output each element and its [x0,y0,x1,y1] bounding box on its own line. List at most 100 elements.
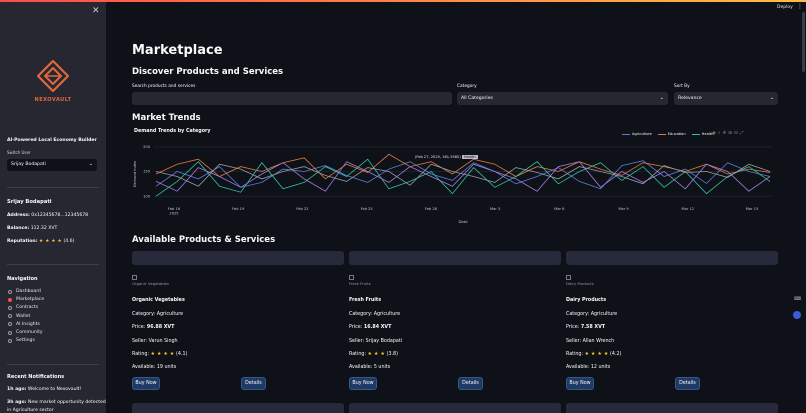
nav-item-contracts[interactable]: Contracts [8,305,38,310]
product-card-header [349,403,561,413]
product-price: Price: 16.84 XVT [349,325,392,330]
trends-title: Market Trends [132,113,201,123]
legend-swatch [691,133,700,135]
product-seller: Seller: Varun Singh [132,339,178,344]
product-card-header [349,251,561,265]
chart-legend[interactable]: Agriculture Education Health [622,132,713,136]
legend-swatch [622,133,630,135]
discover-title: Discover Products and Services [132,67,284,77]
product-image: Fresh Fruits [349,274,371,286]
x-tick-label: Feb 22 [296,207,308,211]
nav-item-label: AI Insights [16,321,40,327]
product-card-header [132,403,344,413]
legend-entry-education[interactable]: Education [657,132,686,136]
switch-user-label: Switch User [7,150,31,155]
product-name: Organic Vegetables [132,298,185,303]
category-value: All Categories [461,96,493,101]
product-rating: Rating: ★ ★ ★ ★ (4.2) [566,352,622,357]
star-icon: ★ ★ ★ [367,352,386,357]
x-tick-label: 2025 [169,212,178,216]
radio-icon[interactable] [8,314,12,319]
x-tick-label: Mar 9 [618,207,629,211]
product-category: Category: Agriculture [566,312,618,317]
zoom-in-icon: ⊞ [728,131,735,136]
nav-item-settings[interactable]: Settings [8,338,35,343]
x-tick-label: Mar 3 [490,207,500,211]
star-icon: ★ ★ ★ ★ [150,352,175,357]
y-axis-label: Demand Index [133,160,137,187]
sidebar-divider [7,364,99,365]
nav-item-label: Community [16,330,43,335]
product-seller: Seller: Allan Wrench [566,339,615,344]
x-tick-label: Mar 15 [746,207,759,211]
nav-item-marketplace[interactable]: Marketplace [8,297,44,302]
profile-address: Address: 0x12345678...12345678 [7,213,89,218]
x-tick-label: Feb 19 [232,207,245,211]
buy-now-button[interactable]: Buy Now [349,377,377,390]
nav-item-ai-insights[interactable]: AI Insights [8,322,40,327]
radio-icon[interactable] [8,322,12,327]
product-image: Dairy Products [566,274,594,286]
series-line-services [155,163,771,187]
y-tick-label: 150 [143,170,151,174]
page-title: Marketplace [132,43,223,58]
product-rating: Rating: ★ ★ ★ (3.8) [349,352,398,357]
product-name: Dairy Products [566,298,607,303]
radio-icon[interactable] [8,305,12,310]
series-line-tech [155,161,771,192]
product-card-header [132,251,344,265]
product-availability: Available: 5 units [349,365,391,370]
product-card-header [566,251,778,265]
notification-item: 3h ago: New market opportunity detected [7,400,106,405]
nav-item-dashboard[interactable]: Dashboard [8,289,41,294]
nav-item-label: Wallet [16,313,31,319]
camera-icon: ◉ [712,131,718,136]
details-button[interactable]: Details [241,377,266,390]
nav-item-wallet[interactable]: Wallet [8,314,30,319]
product-availability: Available: 12 units [566,365,611,370]
nav-item-community[interactable]: Community [8,330,43,335]
deploy-button[interactable]: Deploy [777,5,793,10]
search-input[interactable] [132,92,452,105]
category-label: Category [457,84,477,89]
x-tick-label: Feb 28 [425,207,438,211]
search-label: Search products and services [132,84,196,89]
sidebar: ✕ NEXOVAULT AI-Powered Local Economy Bui… [0,2,106,413]
product-seller: Seller: Srijay Bodapati [349,339,403,344]
main-menu-icon[interactable]: ⋮ [797,3,803,10]
radio-icon[interactable] [8,289,12,294]
radio-icon[interactable] [8,338,12,343]
details-button[interactable]: Details [675,377,700,390]
top-accent-line [0,0,806,2]
tagline: AI-Powered Local Economy Builder [7,138,97,143]
sidebar-divider [7,264,99,265]
product-price: Price: 96.88 XVT [132,325,175,330]
close-sidebar-icon[interactable]: ✕ [92,6,100,16]
product-category: Category: Agriculture [132,312,184,317]
keyboard-icon[interactable]: ⌨ [794,296,802,302]
product-availability: Available: 19 units [132,365,177,370]
category-select[interactable]: All Categories ⌄ [457,92,668,105]
star-icon: ★ ★ ★ ★ [39,239,62,244]
legend-entry-health[interactable]: Health [691,132,713,136]
sort-select[interactable]: Relevance ⌄ [674,92,778,105]
product-card-header [566,403,778,413]
chart-modebar[interactable]: ◉⌕✥⊞⊟⤢ [712,130,745,136]
buy-now-button[interactable]: Buy Now [132,377,160,390]
details-button[interactable]: Details [458,377,483,390]
buy-now-button[interactable]: Buy Now [566,377,594,390]
sort-value: Relevance [678,96,702,101]
zoom-out-icon: ⊟ [734,131,740,136]
zoom-icon: ⌕ [717,131,723,136]
notifications-title: Recent Notifications [7,374,65,380]
sidebar-divider [7,187,99,188]
switch-user-select[interactable]: Srijay Bodapati ⌄ [7,159,97,171]
radio-icon[interactable] [8,330,12,335]
autoscale-icon: ⤢ [739,131,746,136]
radio-icon[interactable] [8,297,12,302]
legend-entry-agriculture[interactable]: Agriculture [622,132,652,136]
chat-icon[interactable] [793,311,801,319]
page-scrollbar[interactable] [802,12,805,72]
legend-swatch [657,133,666,135]
